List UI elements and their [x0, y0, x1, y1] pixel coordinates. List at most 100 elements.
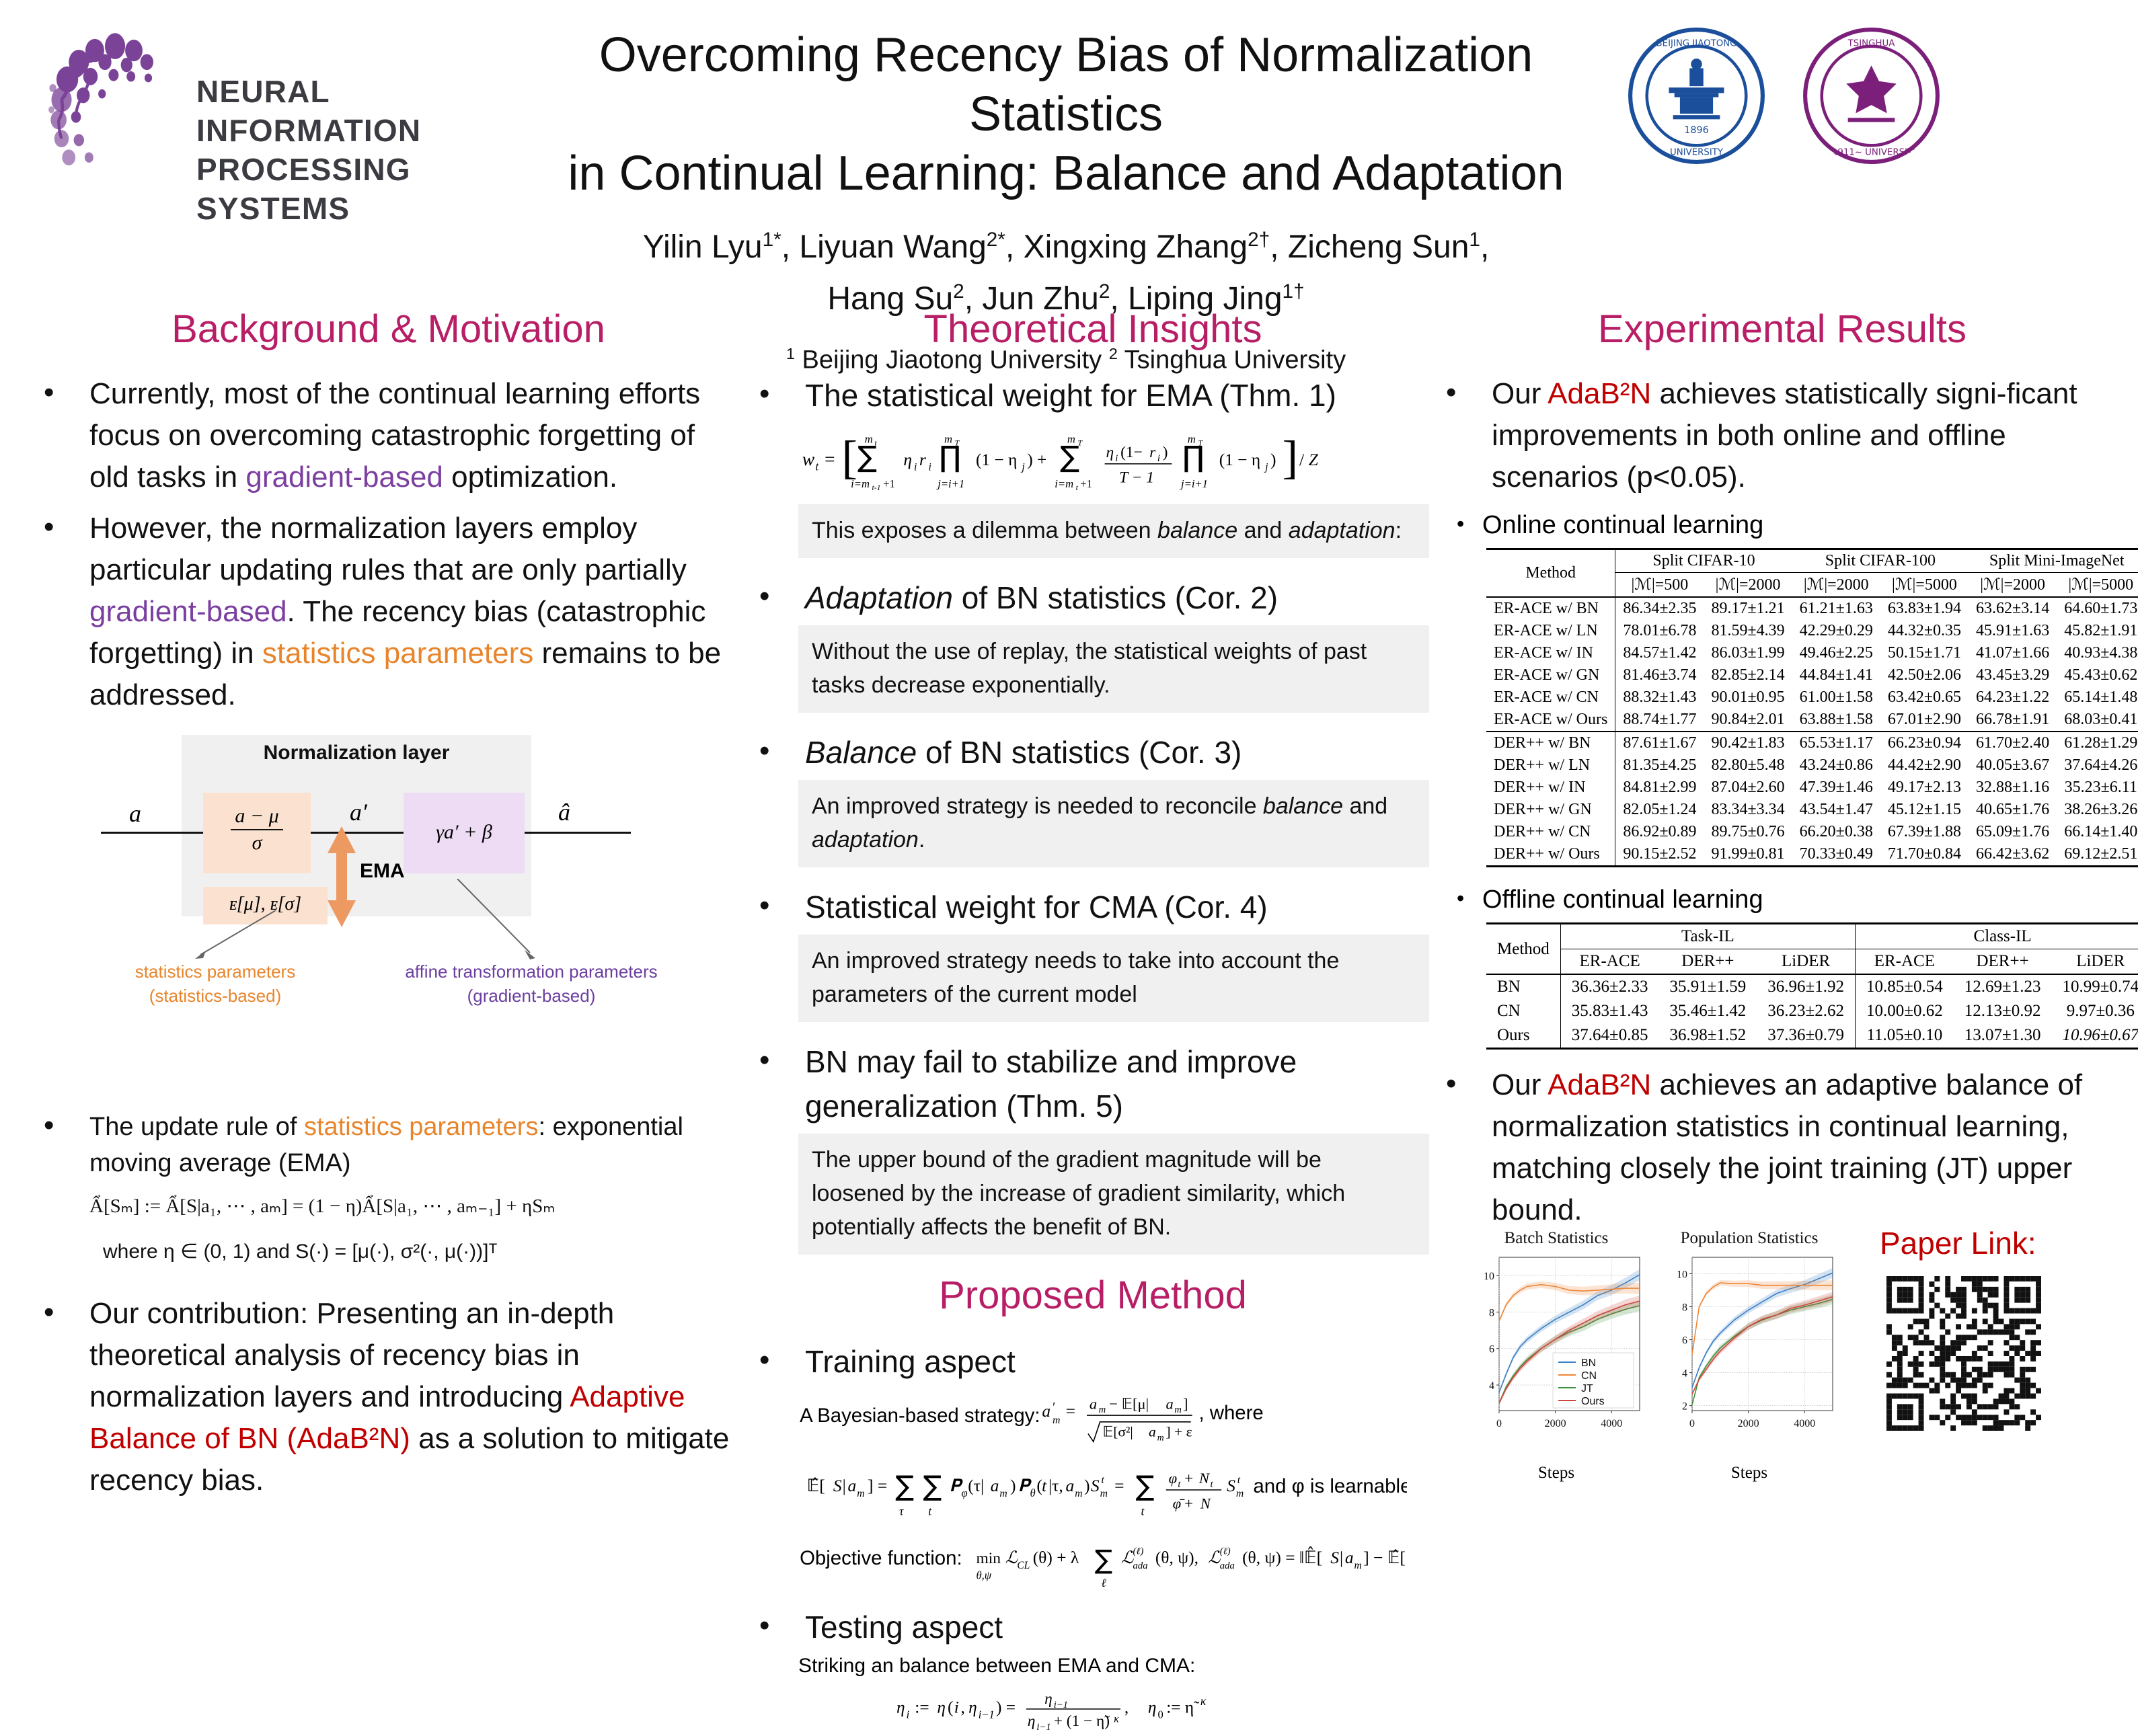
svg-text:η: η: [896, 1698, 905, 1717]
value-cell: 67.39±1.88: [1887, 823, 1962, 840]
svg-text:CL: CL: [1017, 1560, 1030, 1571]
online-sub-2: |ℳ|=2000: [1803, 576, 1869, 594]
svg-text:η: η: [1028, 1712, 1036, 1730]
highlight-gradient-based: gradient-based: [245, 461, 443, 494]
svg-text:+: +: [1184, 1495, 1193, 1512]
svg-text:t: t: [1042, 1476, 1047, 1495]
svg-text:BEIJING JIAOTONG: BEIJING JIAOTONG: [1656, 39, 1737, 49]
svg-text:i−1: i−1: [1036, 1722, 1051, 1733]
bullet-cor3: Balance of BN statistics (Cor. 3): [757, 729, 1429, 775]
svg-text:S: S: [1330, 1548, 1339, 1567]
chart-xlabel-population: Steps: [1730, 1464, 1768, 1482]
method-cell: DER++ w/ Ours: [1486, 843, 1616, 867]
bullet-cor2: Adaptation of BN statistics (Cor. 2): [757, 574, 1429, 620]
paper-link-qr-code[interactable]: [1886, 1276, 2041, 1431]
svg-text:t: t: [874, 439, 877, 448]
svg-text:i: i: [954, 1698, 959, 1717]
svg-text:4: 4: [1489, 1380, 1494, 1392]
method-cell: ER-ACE w/ Ours: [1486, 709, 1616, 732]
method-cell: DER++ w/ LN: [1486, 754, 1616, 777]
svg-text:S: S: [1227, 1476, 1235, 1495]
svg-text:j=i+1: j=i+1: [936, 477, 964, 490]
offline-header-row-sub: ER-ACE DER++ LiDER ER-ACE DER++ LiDER: [1486, 949, 2138, 974]
value-cell: 36.23±2.62: [1757, 999, 1856, 1023]
svg-text:∑: ∑: [857, 440, 877, 474]
chart-plot-population: 2 4 6 8 10 0 2000 4000: [1663, 1252, 1836, 1437]
method-cell: ER-ACE w/ LN: [1486, 620, 1616, 642]
bullet-thm5: BN may fail to stabilize and improve gen…: [757, 1038, 1429, 1128]
value-cell: 63.42±0.65: [1887, 688, 1962, 706]
value-cell: 44.32±0.35: [1887, 622, 1962, 639]
svg-text:|: |: [843, 1476, 846, 1495]
svg-text:m: m: [999, 1488, 1007, 1499]
svg-text:(1 − η: (1 − η: [976, 450, 1017, 469]
svg-text:ℒ: ℒ: [1005, 1548, 1018, 1567]
normalize-numerator: a − μ: [231, 805, 283, 830]
bullet-thm1: The statistical weight for EMA (Thm. 1): [757, 372, 1429, 418]
table-row: BN 36.36±2.33 35.91±1.59 36.96±1.92 10.85±0.…: [1486, 974, 2138, 999]
svg-text:i=m: i=m: [851, 477, 870, 490]
learnable-label-text: and φ is learnable: [1253, 1475, 1407, 1497]
online-sub-0: |ℳ|=500: [1631, 576, 1689, 594]
table-row: DER++ w/ BN 87.61±1.67 90.42±1.83 65.53±1.1…: [1486, 731, 2138, 754]
svg-text:[: [: [841, 432, 857, 484]
svg-text:+ (1 − η̃): + (1 − η̃): [1054, 1712, 1110, 1730]
method-cell: ER-ACE w/ GN: [1486, 664, 1616, 686]
caption-affine-parameters: affine transformation parameters (gradie…: [405, 961, 658, 1006]
offline-sub-0: ER-ACE: [1579, 952, 1640, 970]
column-theoretical-insights: Theoretical Insights The statistical wei…: [757, 306, 1429, 1736]
chart-title-population: Population Statistics: [1680, 1229, 1819, 1247]
svg-text:Z: Z: [1309, 450, 1319, 469]
svg-text:i: i: [914, 462, 917, 473]
value-cell: 13.07±1.30: [1953, 1023, 2052, 1050]
value-cell: 61.21±1.63: [1792, 596, 1880, 620]
posterior-expectation-svg: 𝔼̂[ S | a m ] = ∑ τ ∑ t 𝐏 φ (τ| a m ) 𝐏 …: [807, 1470, 1412, 1517]
neurips-logo: NEURAL INFORMATION PROCESSING SYSTEMS: [47, 30, 504, 226]
table-row: ER-ACE w/ LN 78.01±6.78 81.59±4.39 42.29±0.…: [1486, 620, 2138, 642]
svg-text:η: η: [968, 1698, 977, 1717]
value-cell: 90.15±2.52: [1615, 843, 1704, 867]
table-row: ER-ACE w/ Ours 88.74±1.77 90.84±2.01 63.88±…: [1486, 709, 2138, 732]
thm1-formula: w t = [ ∑ i=m t-1 +1 m t η i r i ∏ j=i+1…: [757, 424, 1429, 500]
svg-text:j: j: [1020, 462, 1024, 473]
column-experimental-results: Experimental Results Our AdaB²N achieves…: [1439, 306, 2138, 1240]
value-cell: 65.53±1.17: [1792, 731, 1880, 754]
bullet-testing-aspect: Testing aspect: [757, 1604, 1429, 1649]
online-group-cifar10: Split CIFAR-10: [1615, 548, 1792, 573]
svg-text::=: :=: [915, 1698, 929, 1717]
svg-text:m: m: [857, 1488, 864, 1499]
svg-text:θ,ψ: θ,ψ: [977, 1569, 992, 1581]
svg-text:a: a: [1149, 1423, 1156, 1439]
svg-text:UNIVERSITY: UNIVERSITY: [1670, 148, 1724, 158]
svg-text:T: T: [1078, 439, 1083, 448]
online-method-header: Method: [1486, 548, 1616, 597]
svg-text:i: i: [1157, 453, 1160, 464]
chart-title-batch: Batch Statistics: [1504, 1229, 1609, 1247]
svg-text:∑: ∑: [1060, 440, 1079, 474]
svg-text:N: N: [1200, 1495, 1212, 1512]
table-row: DER++ w/ IN 84.81±2.99 87.04±2.60 47.39±1.4…: [1486, 777, 2138, 799]
value-cell: 38.26±3.26: [2064, 801, 2138, 818]
affine-expression: γa′ + β: [436, 821, 492, 843]
svg-text:t: t: [1141, 1504, 1145, 1517]
svg-text:=: =: [1066, 1401, 1075, 1421]
value-cell: 82.85±2.14: [1711, 666, 1785, 684]
svg-text:(: (: [948, 1698, 953, 1717]
background-bullet-list: Currently, most of the continual learnin…: [37, 372, 740, 716]
svg-text:min: min: [977, 1550, 1001, 1567]
value-cell: 84.81±2.99: [1623, 779, 1697, 796]
neurips-wordmark: NEURAL INFORMATION PROCESSING SYSTEMS: [196, 72, 504, 228]
svg-text:10: 10: [1677, 1269, 1687, 1281]
value-cell: 40.05±3.67: [1976, 756, 2050, 774]
svg-text:t-1: t-1: [872, 483, 880, 492]
wire-middle: [309, 832, 407, 834]
diagram-normalize-box: a − μ σ: [203, 793, 311, 873]
svg-text:ℒ: ℒ: [1121, 1548, 1134, 1567]
affiliations: 1 Beijing Jiaotong University 2 Tsinghua…: [786, 345, 1346, 374]
note-thm5: The upper bound of the gradient magnitud…: [798, 1134, 1429, 1255]
section-heading-background: Background & Motivation: [171, 307, 605, 351]
offline-sub-3: ER-ACE: [1874, 952, 1935, 970]
svg-text:η: η: [1148, 1698, 1157, 1717]
value-cell: 87.04±2.60: [1711, 779, 1785, 796]
